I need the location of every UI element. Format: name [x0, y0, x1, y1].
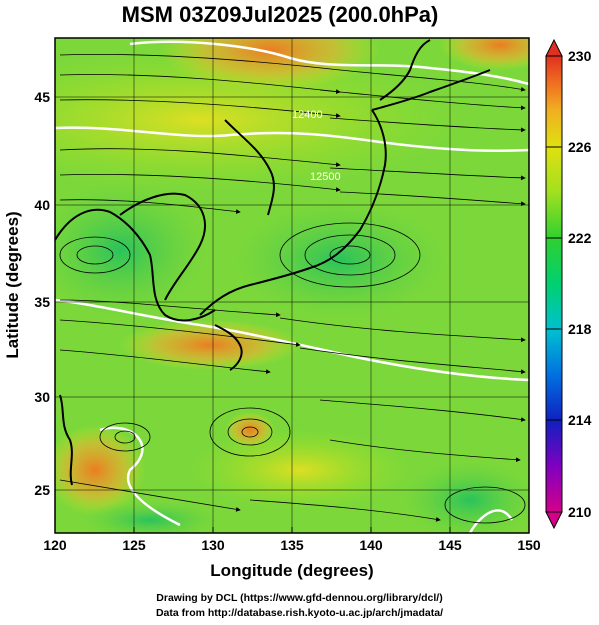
map-title: MSM 03Z09Jul2025 (200.0hPa) [121, 2, 439, 27]
y-tick-45: 45 [34, 89, 50, 105]
x-tick-145: 145 [438, 537, 462, 553]
contour-label-12500: 12500 [310, 171, 341, 183]
contour-label-12400: 12400 [292, 109, 323, 121]
colorbar-tick-210: 210 [568, 504, 592, 520]
y-tick-40: 40 [34, 197, 50, 213]
colorbar-min-arrow [545, 511, 563, 530]
temperature-shading: 12400 12500 [55, 38, 529, 533]
colorbar-tick-222: 222 [568, 230, 592, 246]
wind-streamlines [59, 53, 526, 524]
credit-drawing: Drawing by DCL (https://www.gfd-dennou.o… [156, 592, 443, 604]
colorbar-tick-218: 218 [568, 321, 592, 337]
coastlines [55, 39, 491, 486]
x-tick-140: 140 [359, 537, 383, 553]
x-tick-120: 120 [43, 537, 67, 553]
colorbar-tick-226: 226 [568, 139, 592, 155]
x-tick-130: 130 [201, 537, 225, 553]
colorbar: 230 226 222 218 214 210 [545, 38, 592, 530]
colorbar-tick-230: 230 [568, 48, 592, 64]
credit-data: Data from http://database.rish.kyoto-u.a… [155, 607, 444, 619]
y-tick-35: 35 [34, 294, 50, 310]
x-axis-label: Longitude (degrees) [210, 561, 373, 580]
x-tick-135: 135 [280, 537, 304, 553]
x-tick-125: 125 [122, 537, 146, 553]
y-tick-25: 25 [34, 482, 50, 498]
colorbar-max-arrow [545, 38, 563, 57]
y-axis-label: Latitude (degrees) [3, 211, 22, 358]
y-tick-30: 30 [34, 389, 50, 405]
grid-lines [55, 38, 529, 533]
x-tick-150: 150 [517, 537, 541, 553]
colorbar-tick-214: 214 [568, 412, 592, 428]
